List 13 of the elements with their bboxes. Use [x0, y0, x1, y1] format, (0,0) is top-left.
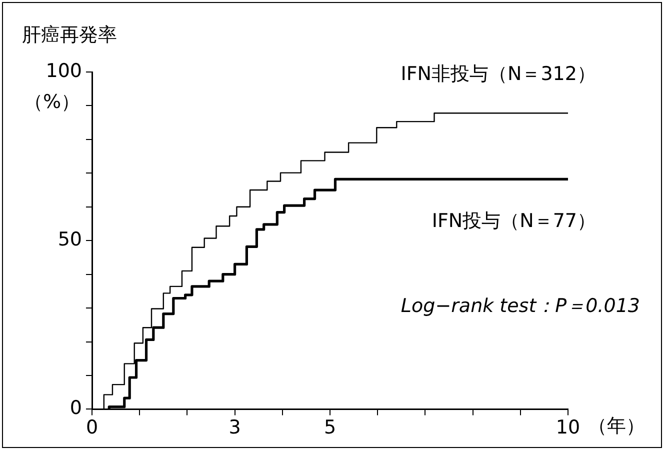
y-axis-title: （%） [24, 90, 80, 113]
x-tick-label: 5 [324, 416, 336, 439]
y-tick-label: 50 [58, 228, 82, 251]
x-tick-label: 3 [228, 416, 241, 439]
x-axis-title: （年） [588, 415, 645, 438]
x-tick-label: 0 [86, 416, 98, 439]
y-tick-label: 100 [46, 60, 82, 82]
x-tick-label: 10 [556, 416, 580, 439]
series-label: IFN非投与（N＝312） [400, 63, 596, 86]
series-label: IFN投与（N＝77） [432, 210, 596, 232]
y-tick-label: 0 [70, 397, 82, 420]
annotation: Log−rank test：P＝0.013 [400, 294, 640, 317]
chart-title: 肝癌再発率 [22, 24, 117, 46]
